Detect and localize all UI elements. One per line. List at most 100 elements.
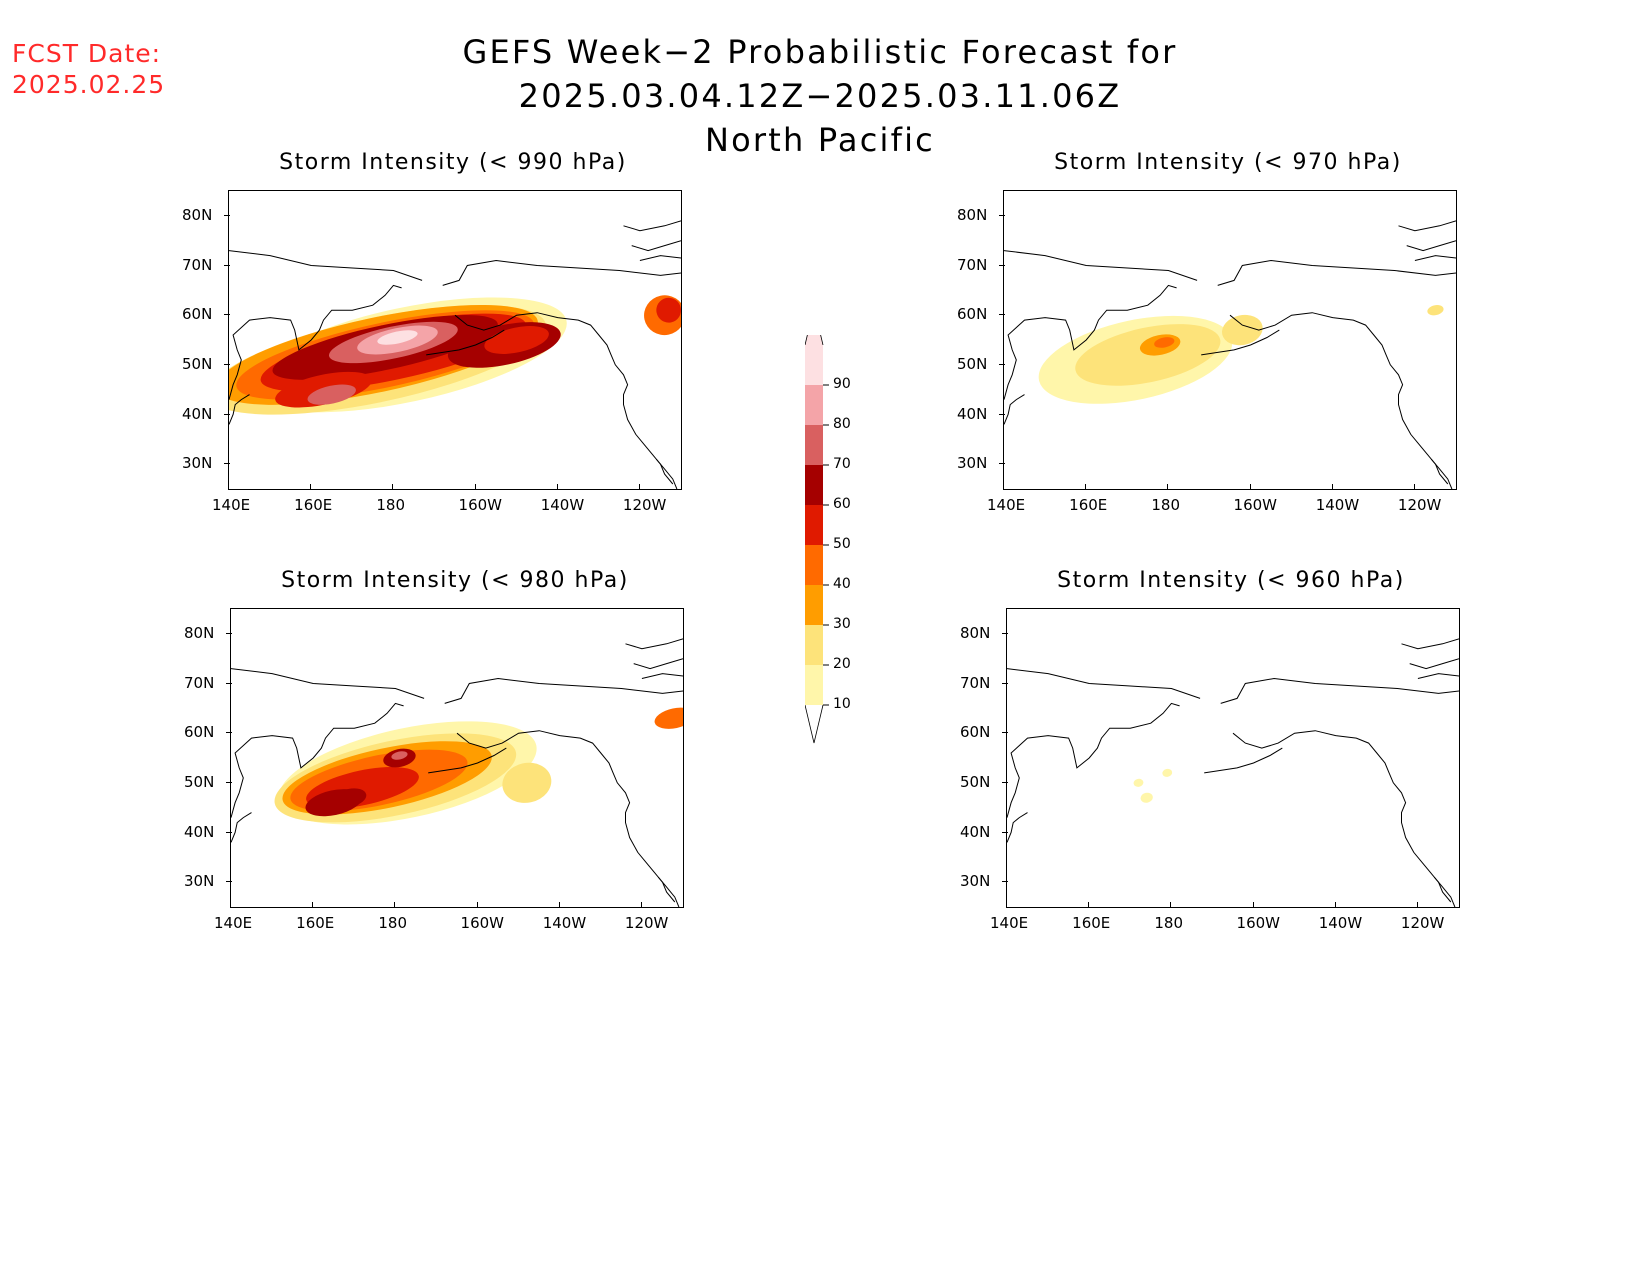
colorbar-swatch-20 [805,625,823,665]
probability-map [231,638,683,907]
lat-tick-label: 70N [184,673,215,692]
lon-tick-label: 120W [1397,496,1442,514]
probability-colorbar: 10 20 30 40 50 60 70 80 90 [804,306,865,749]
lat-tick [226,632,232,634]
coastline [641,673,683,679]
lon-tick-label: 140W [1318,914,1363,932]
coastline [1417,673,1459,679]
colorbar-label-90: 90 [833,376,851,392]
fcst-date-caption: FCST Date: [12,39,162,68]
coastline [1220,677,1459,704]
colorbar-swatch-50 [805,505,823,545]
lat-tick [226,732,232,734]
probability-contour-20 [1427,305,1444,316]
lon-tick [392,484,394,490]
probability-map [1007,638,1459,907]
coastline [426,329,505,356]
lat-tick [999,264,1005,266]
lon-tick [1170,902,1172,908]
coastline [1414,255,1456,261]
colorbar-label-60: 60 [833,496,851,512]
probability-contour-50 [656,297,681,323]
probability-contour-10 [1162,768,1173,777]
lat-tick [999,413,1005,415]
coastline [623,220,681,232]
colorbar-label-50: 50 [833,536,851,552]
lon-tick-label: 140E [990,914,1029,932]
panel-title: Storm Intensity (< 970 hPa) [1054,150,1402,175]
lon-tick [230,902,231,908]
lon-tick-label: 120W [1400,914,1445,932]
probability-contour-50 [484,326,549,354]
lat-tick-label: 60N [184,723,215,742]
coastline [1232,730,1452,903]
lat-tick-label: 60N [957,305,988,324]
coastline [1201,329,1280,356]
lon-tick [476,902,478,908]
lat-tick [224,363,230,365]
probability-contour-40 [1154,337,1175,348]
colorbar-swatch-40 [805,545,823,585]
lat-tick [1002,732,1008,734]
coastline [625,638,683,650]
coastline [1433,876,1456,907]
lat-tick-label: 50N [184,772,215,791]
lat-tick-label: 30N [957,454,988,473]
lat-tick [1002,682,1008,684]
colorbar-swatch-90 [805,345,823,385]
coastline [639,255,681,261]
lon-tick-label: 160E [296,914,335,932]
coastline [231,668,425,699]
lon-tick-label: 160E [1069,496,1108,514]
lat-tick [999,314,1005,316]
probability-contour-90 [377,330,418,345]
lon-tick [394,902,396,908]
colorbar-label-20: 20 [833,656,851,672]
lat-tick-label: 30N [182,454,213,473]
panel-title: Storm Intensity (< 960 hPa) [1057,568,1405,593]
colorbar-swatch-60 [805,465,823,505]
lat-tick-label: 80N [957,205,988,224]
map-frame [1003,190,1457,490]
lon-tick [638,484,640,490]
coastline [1007,702,1180,818]
coastline [657,876,680,907]
coastline [231,702,404,818]
panel-title: Storm Intensity (< 980 hPa) [281,568,629,593]
lat-tick-label: 80N [182,205,213,224]
lon-tick [1006,902,1007,908]
colorbar-label-80: 80 [833,416,851,432]
lon-tick-label: 140W [542,914,587,932]
lon-tick [1088,902,1090,908]
lon-tick-label: 180 [1154,914,1183,932]
map-frame [228,190,682,490]
coastline [428,747,507,774]
lat-tick-label: 70N [960,673,991,692]
lat-tick-label: 50N [182,354,213,373]
probability-contour-20 [502,762,552,803]
colorbar-label-10: 10 [833,696,851,712]
lon-tick-label: 180 [378,914,407,932]
map-frame [230,608,684,908]
colorbar-swatch-80 [805,385,823,425]
colorbar-swatch-30 [805,585,823,625]
lat-tick [224,463,230,465]
lon-tick [1413,484,1415,490]
lat-tick [999,463,1005,465]
probability-contour-60 [333,788,367,808]
lat-tick-label: 40N [960,822,991,841]
lon-tick-label: 140E [212,496,251,514]
lon-tick-label: 160W [1233,496,1277,514]
lon-tick [474,484,476,490]
lat-tick-label: 70N [957,255,988,274]
coastline [1004,250,1198,281]
title-line-1: GEFS Week−2 Probabilistic Forecast for 2… [462,33,1178,115]
coastline [655,458,678,489]
colorbar-swatch-70 [805,425,823,465]
coastline [444,677,683,704]
colorbar-label-40: 40 [833,576,851,592]
coastline [1004,394,1025,425]
lon-tick [1085,484,1087,490]
coastline [442,259,681,286]
lat-tick-label: 40N [182,404,213,423]
